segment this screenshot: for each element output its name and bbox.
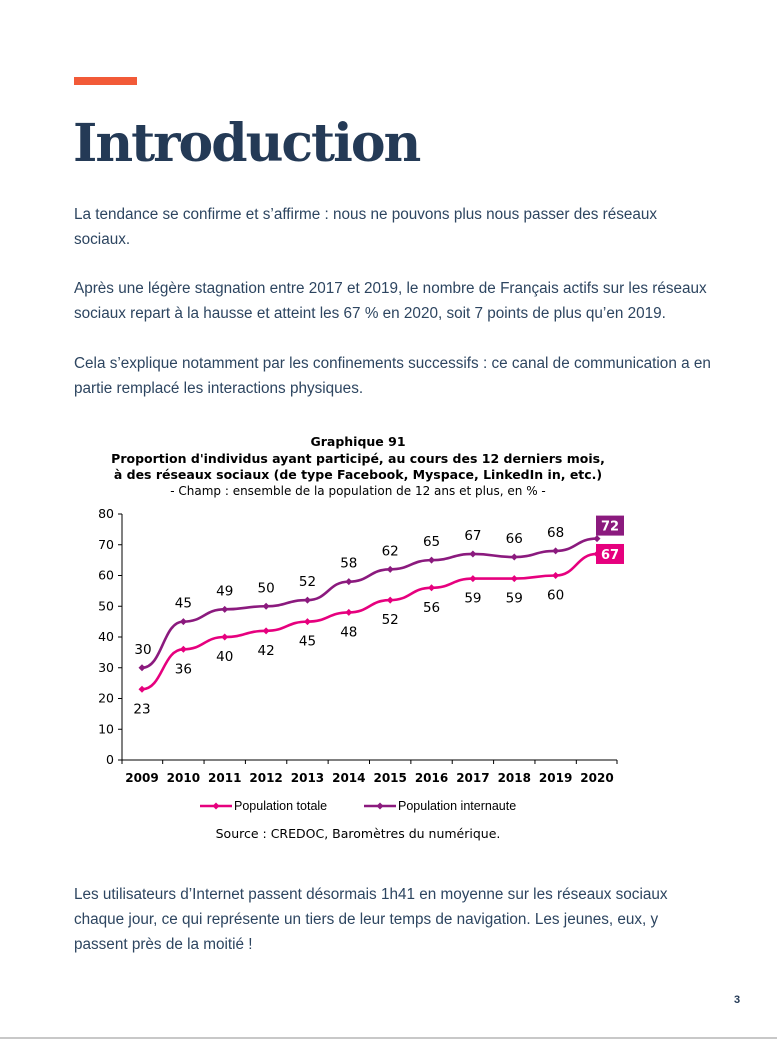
data-point [221, 605, 229, 613]
legend-label: Population totale [234, 799, 327, 813]
data-point [510, 553, 518, 561]
line-chart: Graphique 91 Proportion d'individus ayant… [82, 432, 642, 852]
legend-label: Population internaute [398, 799, 516, 813]
data-label: 65 [423, 534, 440, 550]
y-tick-label: 10 [98, 721, 114, 736]
data-label: 62 [382, 543, 399, 559]
chart-svg: Graphique 91 Proportion d'individus ayant… [98, 434, 624, 841]
data-label: 36 [175, 661, 192, 677]
data-label: 49 [216, 583, 233, 599]
data-point [262, 627, 270, 635]
data-point [386, 596, 394, 604]
y-tick-label: 0 [106, 752, 114, 767]
data-label: 58 [340, 556, 357, 572]
x-tick-label: 2016 [415, 771, 448, 785]
data-label: 59 [464, 591, 481, 607]
chart-title-line-2: Proportion d'individus ayant participé, … [111, 451, 605, 466]
data-point [428, 584, 436, 592]
x-tick-label: 2020 [580, 771, 613, 785]
x-tick-label: 2019 [539, 771, 572, 785]
final-value-label: 67 [601, 548, 619, 563]
data-label: 45 [299, 634, 316, 650]
data-label: 52 [299, 574, 316, 590]
closing-paragraph: Les utilisateurs d’Internet passent déso… [74, 886, 668, 953]
chart-title-line-3: à des réseaux sociaux (de type Facebook,… [114, 467, 602, 482]
chart-subtitle: - Champ : ensemble de la population de 1… [170, 484, 546, 498]
data-label: 40 [216, 649, 233, 665]
final-value-box [596, 543, 624, 564]
data-point [510, 575, 518, 583]
x-tick-label: 2011 [208, 771, 241, 785]
data-label: 42 [257, 643, 274, 659]
bottom-rule [0, 1037, 777, 1039]
y-tick-label: 70 [98, 537, 114, 552]
data-label: 23 [133, 701, 150, 717]
page-title: Introduction [73, 113, 421, 174]
legend-swatch-marker [212, 802, 220, 810]
data-point [469, 575, 477, 583]
intro-paragraph-2: Après une légère stagnation entre 2017 e… [74, 280, 707, 322]
data-point [593, 535, 601, 543]
y-tick-label: 40 [98, 629, 114, 644]
data-label: 48 [340, 624, 357, 640]
final-value-label: 72 [601, 520, 619, 535]
x-tick-label: 2010 [167, 771, 200, 785]
chart-title-line-1: Graphique 91 [310, 434, 405, 449]
data-point [345, 608, 353, 616]
intro-paragraph-1: La tendance se confirme et s’affirme : n… [74, 206, 658, 248]
chart-source: Source : CREDOC, Baromètres du numérique… [216, 826, 501, 841]
data-point [138, 664, 146, 672]
x-tick-label: 2012 [249, 771, 282, 785]
data-label: 30 [134, 642, 151, 658]
y-tick-label: 20 [98, 691, 114, 706]
data-label: 60 [547, 588, 564, 604]
x-tick-label: 2009 [125, 771, 158, 785]
data-point [552, 572, 560, 579]
data-label: 50 [257, 580, 274, 596]
data-label: 68 [547, 525, 564, 541]
data-point [469, 550, 477, 558]
legend-swatch-marker [376, 802, 384, 810]
x-tick-label: 2018 [498, 771, 531, 785]
data-point [262, 602, 270, 610]
final-value-box [596, 515, 624, 536]
data-label: 45 [175, 596, 192, 612]
intro-paragraph-3: Cela s’explique notamment par les confin… [74, 355, 711, 397]
data-label: 66 [506, 531, 523, 547]
data-label: 52 [382, 612, 399, 628]
data-point [179, 618, 187, 626]
data-point [386, 565, 394, 573]
data-point [552, 547, 560, 555]
x-tick-label: 2013 [291, 771, 324, 785]
data-point [179, 645, 187, 653]
data-point [345, 578, 353, 586]
data-point [221, 633, 229, 641]
series-line-2 [141, 537, 598, 670]
data-label: 56 [423, 600, 440, 616]
y-tick-label: 30 [98, 660, 114, 675]
accent-bar [74, 77, 137, 85]
page-number: 3 [734, 994, 741, 1006]
data-point [303, 618, 311, 626]
x-tick-label: 2015 [373, 771, 406, 785]
y-tick-label: 50 [98, 598, 114, 613]
data-point [303, 596, 311, 604]
y-tick-label: 80 [98, 506, 114, 521]
data-point [138, 685, 146, 693]
data-point [428, 556, 436, 564]
data-label: 67 [464, 528, 481, 544]
data-label: 59 [506, 591, 523, 607]
x-tick-label: 2017 [456, 771, 489, 785]
x-tick-label: 2014 [332, 771, 365, 785]
y-tick-label: 60 [98, 568, 114, 583]
